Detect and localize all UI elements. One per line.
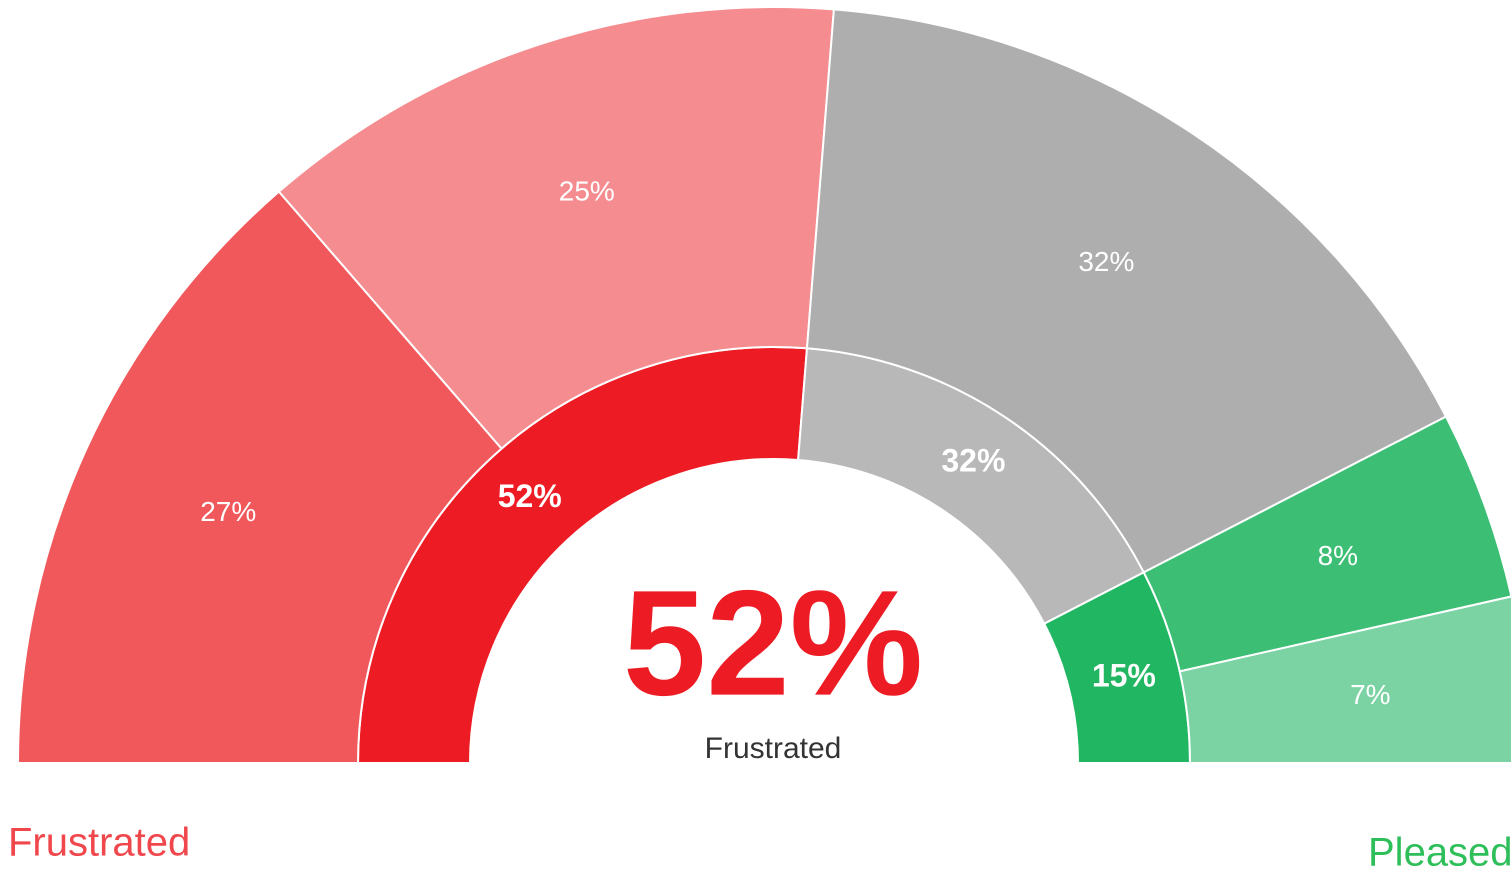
sector: [277, 6, 835, 451]
value-label: 8%: [1318, 540, 1358, 571]
center-value: 52%: [623, 559, 923, 727]
sector: [805, 8, 1448, 574]
value-label: 32%: [941, 443, 1005, 479]
scale-label-left: Frustrated: [8, 821, 190, 865]
value-label: 7%: [1350, 679, 1390, 710]
value-label: 27%: [200, 496, 256, 527]
sector: [16, 190, 503, 764]
scale-label-right: Pleased: [1368, 831, 1511, 875]
sector: [1142, 415, 1511, 673]
value-label: 32%: [1078, 246, 1134, 277]
value-label: 52%: [498, 478, 562, 514]
value-label: 25%: [559, 175, 615, 206]
center-caption: Frustrated: [705, 732, 842, 765]
value-label: 15%: [1092, 658, 1156, 694]
sector: [1178, 595, 1511, 764]
